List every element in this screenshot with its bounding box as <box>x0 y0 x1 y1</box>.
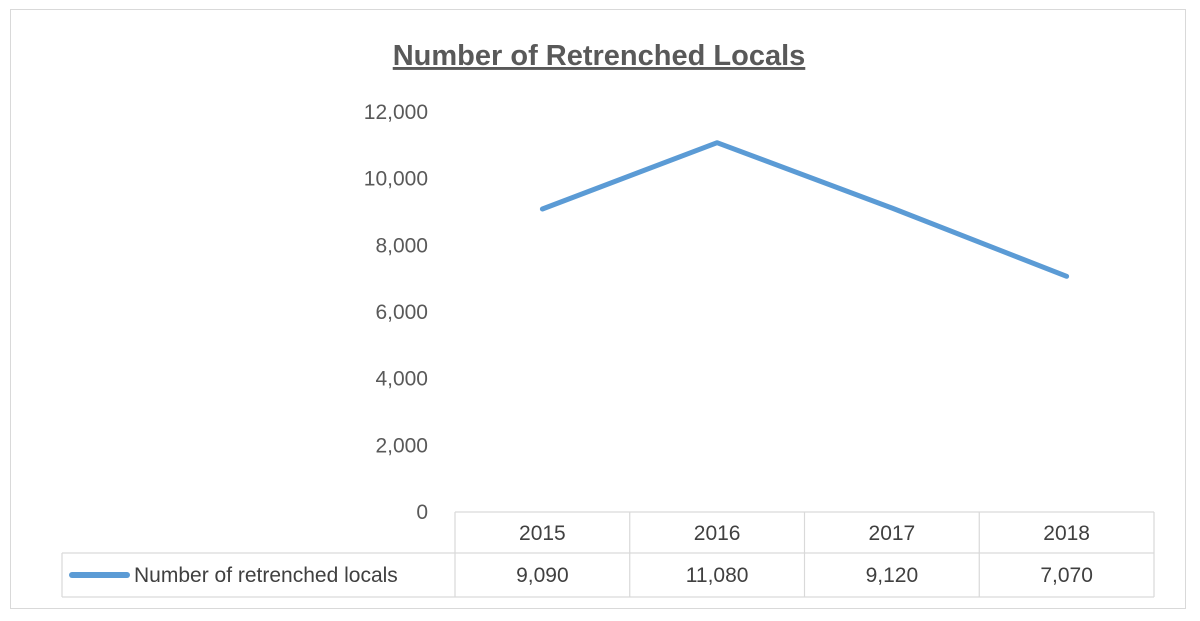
y-tick-label: 0 <box>416 501 428 524</box>
y-tick-label: 4,000 <box>375 368 428 391</box>
series-line <box>539 140 1070 279</box>
data-table: 2015 2016 2017 2018 9,090 11,080 9,120 7,070 Num… <box>61 511 1155 598</box>
y-tick-label: 2,000 <box>375 434 428 457</box>
category-label: 2016 <box>694 522 741 545</box>
value-cell: 7,070 <box>1040 564 1093 587</box>
chart-title: Number of Retrenched Locals <box>393 40 806 72</box>
value-cell: 9,120 <box>866 564 919 587</box>
category-label: 2017 <box>869 522 916 545</box>
y-axis: 0 2,000 4,000 6,000 8,000 10,000 12,000 <box>364 101 428 524</box>
category-label: 2018 <box>1043 522 1090 545</box>
y-tick-label: 6,000 <box>375 301 428 324</box>
series-layer <box>539 140 1070 279</box>
y-tick-label: 12,000 <box>364 101 428 124</box>
y-tick-label: 10,000 <box>364 168 428 191</box>
chart-frame <box>10 9 1186 609</box>
category-label: 2015 <box>519 522 566 545</box>
y-tick-label: 8,000 <box>375 234 428 257</box>
legend-label: Number of retrenched locals <box>134 564 398 587</box>
value-cell: 9,090 <box>516 564 569 587</box>
value-cell: 11,080 <box>686 564 749 587</box>
